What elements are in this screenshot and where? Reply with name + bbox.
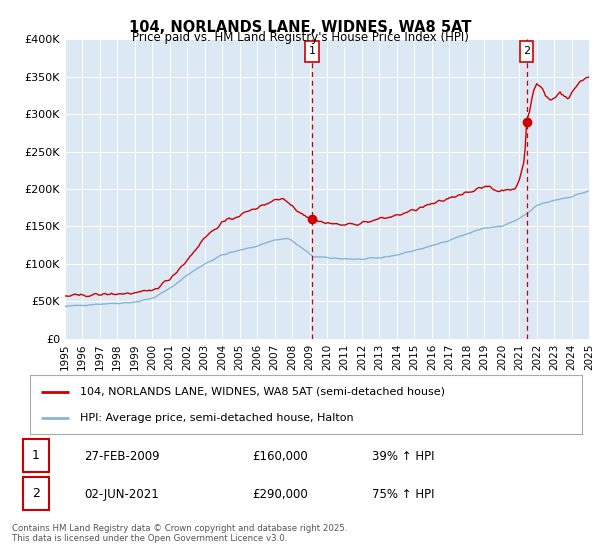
- Text: 2: 2: [32, 487, 40, 500]
- Text: 104, NORLANDS LANE, WIDNES, WA8 5AT: 104, NORLANDS LANE, WIDNES, WA8 5AT: [129, 20, 471, 35]
- FancyBboxPatch shape: [23, 439, 49, 472]
- Text: 1: 1: [32, 449, 40, 462]
- FancyBboxPatch shape: [305, 41, 319, 62]
- Text: 02-JUN-2021: 02-JUN-2021: [84, 488, 159, 501]
- FancyBboxPatch shape: [23, 477, 49, 510]
- Text: 39% ↑ HPI: 39% ↑ HPI: [372, 450, 434, 463]
- Text: 104, NORLANDS LANE, WIDNES, WA8 5AT (semi-detached house): 104, NORLANDS LANE, WIDNES, WA8 5AT (sem…: [80, 386, 445, 396]
- Text: £160,000: £160,000: [252, 450, 308, 463]
- FancyBboxPatch shape: [520, 41, 533, 62]
- Text: Price paid vs. HM Land Registry's House Price Index (HPI): Price paid vs. HM Land Registry's House …: [131, 31, 469, 44]
- Text: £290,000: £290,000: [252, 488, 308, 501]
- Text: 27-FEB-2009: 27-FEB-2009: [84, 450, 160, 463]
- Text: HPI: Average price, semi-detached house, Halton: HPI: Average price, semi-detached house,…: [80, 413, 353, 423]
- Text: Contains HM Land Registry data © Crown copyright and database right 2025.
This d: Contains HM Land Registry data © Crown c…: [12, 524, 347, 543]
- Text: 2: 2: [523, 46, 530, 57]
- Text: 1: 1: [308, 46, 316, 57]
- Text: 75% ↑ HPI: 75% ↑ HPI: [372, 488, 434, 501]
